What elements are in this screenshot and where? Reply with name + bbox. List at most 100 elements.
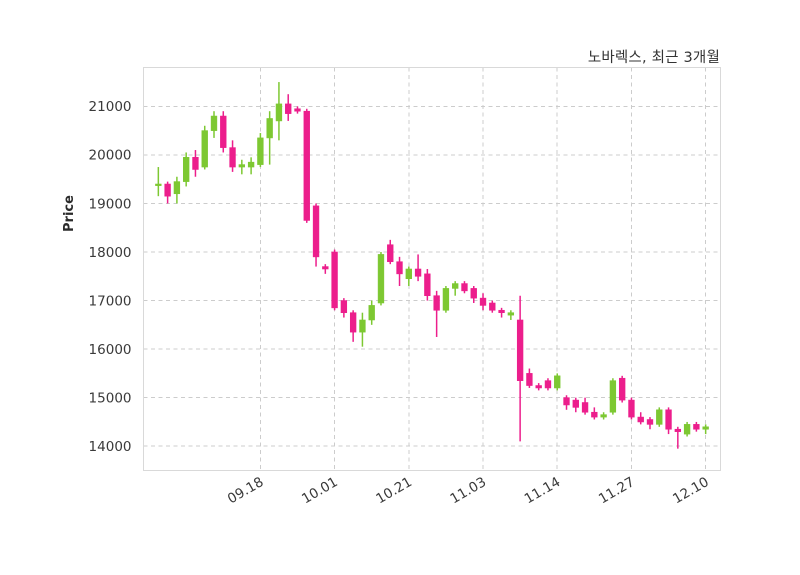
candlestick <box>424 269 431 301</box>
y-tick-label: 19000 <box>89 196 132 212</box>
candlestick <box>210 111 218 138</box>
candle-body <box>201 130 208 168</box>
candle-body <box>470 288 477 299</box>
candle-body <box>489 302 496 311</box>
candlestick <box>452 281 459 296</box>
plot-border <box>142 66 722 472</box>
candlestick <box>173 176 181 204</box>
candle-body <box>220 115 227 148</box>
candle-body <box>554 375 561 389</box>
candlestick <box>507 310 515 320</box>
candlestick <box>581 397 589 415</box>
candle-body <box>516 319 524 381</box>
candle-body <box>674 428 682 432</box>
candlestick <box>674 426 682 449</box>
candlestick <box>405 266 412 286</box>
y-tick-label: 18000 <box>89 245 132 261</box>
candlestick <box>368 300 375 325</box>
candle-body <box>665 409 672 430</box>
candle-body <box>693 424 700 430</box>
candlestick <box>628 397 635 420</box>
candlestick <box>285 94 292 121</box>
candlestick <box>201 125 208 170</box>
candle-body <box>349 312 357 333</box>
candlestick <box>349 310 357 342</box>
candle-body <box>257 137 264 165</box>
candle-body <box>247 161 255 168</box>
candlestick <box>275 82 283 141</box>
candle-body <box>591 411 598 418</box>
candle-body <box>377 254 385 304</box>
candlestick-series <box>155 82 709 449</box>
candle-body <box>628 399 635 418</box>
x-tick-label: 11.03 <box>448 474 489 507</box>
candlestick <box>702 424 709 435</box>
candlestick <box>220 111 227 153</box>
candle-body <box>368 305 375 321</box>
candlestick <box>442 285 450 313</box>
candle-body <box>535 385 542 389</box>
candlestick <box>591 407 598 420</box>
candlestick <box>247 157 255 175</box>
candle-body <box>683 424 691 435</box>
candlestick <box>544 378 552 391</box>
candle-body <box>303 110 310 221</box>
candlestick <box>683 421 691 437</box>
candlestick <box>192 150 199 177</box>
candle-body <box>359 319 366 333</box>
candle-body <box>563 397 570 406</box>
y-tick-label: 16000 <box>89 342 132 358</box>
candle-body <box>285 103 292 114</box>
plot-background <box>143 67 721 471</box>
candlestick <box>489 300 496 313</box>
candlestick <box>238 159 246 175</box>
candle-body <box>656 409 663 425</box>
candlestick <box>609 378 617 415</box>
x-axis-ticks: 09.18 10.01 10.21 11.03 11.14 11.27 12.10 <box>225 474 712 507</box>
y-tick-label: 20000 <box>89 148 132 164</box>
candlestick <box>526 368 533 388</box>
candlestick <box>387 239 394 265</box>
candle-body <box>618 377 626 401</box>
candle-body <box>424 273 431 297</box>
candle-body <box>414 268 422 277</box>
candle-body <box>322 266 329 270</box>
candle-body <box>498 309 505 313</box>
chart-title: 노바렉스, 최근 3개월 <box>587 50 720 66</box>
candlestick <box>646 417 654 430</box>
candle-body <box>461 283 468 292</box>
candlestick <box>637 412 644 425</box>
x-tick-label: 12.10 <box>670 474 711 507</box>
y-tick-label: 17000 <box>89 293 132 309</box>
candlestick <box>266 111 273 165</box>
candlestick <box>461 281 468 294</box>
candle-body <box>266 118 273 139</box>
candle-body <box>275 103 283 122</box>
candle-body <box>581 402 589 413</box>
candle-body <box>507 312 515 316</box>
candle-body <box>192 157 199 170</box>
candle-body <box>210 115 218 131</box>
candlestick <box>182 152 190 187</box>
candle-body <box>238 164 246 168</box>
candlestick <box>516 295 524 442</box>
y-tick-label: 14000 <box>89 439 132 455</box>
candle-body <box>479 297 487 306</box>
candlestick <box>377 252 385 306</box>
candle-body <box>331 251 338 309</box>
candlestick <box>322 264 329 274</box>
candlestick <box>294 106 301 114</box>
candlestick <box>303 108 310 223</box>
candlestick <box>359 312 366 347</box>
candle-body <box>646 419 654 425</box>
candle-body <box>229 147 236 168</box>
candlestick <box>312 203 320 267</box>
candlestick <box>479 293 487 311</box>
candle-body <box>637 416 644 423</box>
candlestick <box>618 375 626 403</box>
y-tick-label: 15000 <box>89 390 132 406</box>
candle-body <box>294 108 301 112</box>
candlestick <box>600 412 607 420</box>
plot-area-background <box>143 67 721 471</box>
candlestick <box>257 133 264 168</box>
